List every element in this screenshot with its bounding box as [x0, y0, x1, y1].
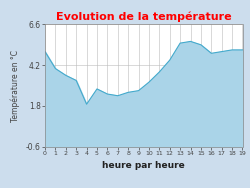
Y-axis label: Température en °C: Température en °C — [11, 50, 20, 121]
X-axis label: heure par heure: heure par heure — [102, 161, 185, 170]
Title: Evolution de la température: Evolution de la température — [56, 12, 232, 22]
